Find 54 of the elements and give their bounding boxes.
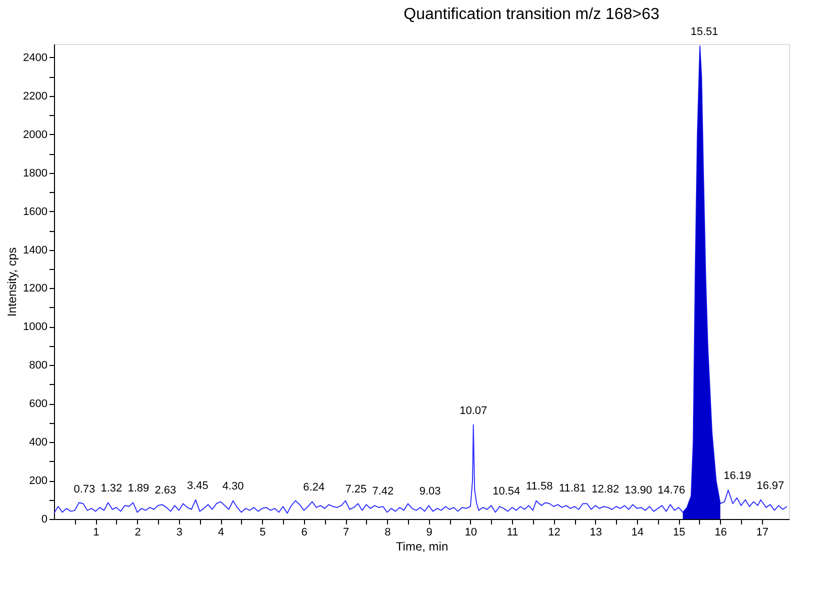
x-tick-label: 9 xyxy=(426,526,432,538)
annotation: 16.97 xyxy=(756,480,784,492)
annotation: 16.19 xyxy=(724,470,752,482)
annotation: 11.58 xyxy=(526,480,553,493)
x-tick-label: 14 xyxy=(631,526,644,538)
x-tick-label: 15 xyxy=(673,526,686,538)
annotation: 15.51 xyxy=(690,26,718,38)
annotation: 6.24 xyxy=(303,482,325,494)
annotation: 3.45 xyxy=(186,480,208,492)
y-tick-label: 1400 xyxy=(23,244,48,256)
y-tick-label: 2000 xyxy=(23,128,48,141)
annotation: 1.89 xyxy=(128,482,150,495)
x-tick-label: 11 xyxy=(506,526,518,538)
x-tick-label: 1 xyxy=(93,526,100,538)
x-tick-label: 12 xyxy=(548,526,560,538)
y-tick-label: 1600 xyxy=(23,206,48,218)
annotation: 2.63 xyxy=(154,484,176,497)
y-tick-label: 600 xyxy=(29,398,48,410)
x-tick-label: 5 xyxy=(260,526,266,538)
y-tick-label: 400 xyxy=(29,436,48,449)
y-tick-label: 800 xyxy=(29,360,48,372)
x-tick-label: 3 xyxy=(176,526,182,538)
y-tick-label: 1200 xyxy=(23,282,48,295)
y-axis-title: Intensity, cps xyxy=(5,247,20,317)
y-tick-label: 1000 xyxy=(23,321,48,334)
annotation: 11.81 xyxy=(558,482,586,495)
annotation: 13.90 xyxy=(624,484,652,497)
y-tick-label: 2200 xyxy=(23,90,48,102)
chart-title: Quantification transition m/z 168>63 xyxy=(404,6,660,23)
x-tick-label: 16 xyxy=(714,526,727,538)
annotation: 0.73 xyxy=(74,484,96,496)
annotation: 10.54 xyxy=(492,486,520,498)
annotation: 14.76 xyxy=(658,484,686,497)
y-tick-label: 200 xyxy=(29,475,48,488)
annotation: 7.42 xyxy=(372,486,394,498)
x-tick-label: 4 xyxy=(218,526,224,538)
x-tick-label: 7 xyxy=(342,526,350,538)
x-tick-label: 17 xyxy=(756,526,769,538)
x-tick-label: 8 xyxy=(384,526,391,538)
y-tick-label: 1800 xyxy=(23,167,48,180)
y-tick-label: 0 xyxy=(41,514,48,526)
annotation: 12.82 xyxy=(592,484,620,496)
x-tick-label: 13 xyxy=(590,526,602,538)
x-tick-label: 6 xyxy=(301,526,308,538)
annotation: 9.03 xyxy=(419,486,441,498)
y-tick-label: 2400 xyxy=(23,52,48,64)
annotation: 7.25 xyxy=(345,484,367,496)
line-series xyxy=(54,45,788,514)
x-tick-label: 10 xyxy=(464,526,478,538)
x-axis-title: Time, min xyxy=(396,540,448,554)
x-tick-label: 2 xyxy=(134,526,141,538)
annotation: 4.30 xyxy=(222,480,244,493)
annotation: 10.07 xyxy=(460,404,488,417)
annotation: 1.32 xyxy=(100,482,122,495)
